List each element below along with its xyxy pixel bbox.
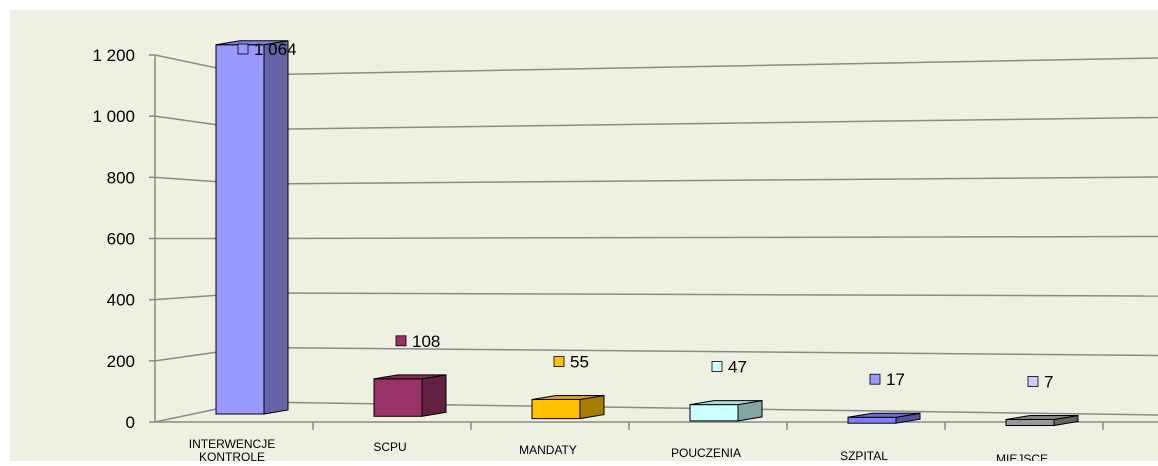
bar-top	[689, 400, 763, 406]
gridline	[249, 235, 1158, 240]
data-label: 7	[1044, 373, 1053, 392]
bars	[215, 40, 1079, 427]
data-labels: 1 064 108 55 47 17 7	[237, 40, 1053, 392]
bar	[373, 374, 447, 417]
bar-top	[1005, 415, 1079, 420]
bar-front	[531, 399, 581, 420]
bar	[215, 40, 289, 415]
bar-front	[1005, 419, 1055, 426]
bar-front	[689, 404, 739, 422]
data-label-marker	[237, 43, 249, 55]
plot-background	[10, 10, 1158, 461]
data-label: 47	[728, 358, 747, 377]
data-label-marker	[869, 373, 881, 385]
y-tick-label: 200	[107, 352, 135, 371]
x-category-label: MIEJSCE	[996, 452, 1048, 461]
gridline	[249, 346, 1158, 357]
y-axis: 0 200 400 600 800 1 000 1 200	[92, 46, 156, 432]
data-label-marker	[1027, 376, 1039, 387]
x-category-label: SCPU	[373, 440, 406, 454]
y-tick-label: 1 200	[92, 46, 135, 65]
y-tick-label: 800	[107, 168, 135, 187]
bar	[1005, 414, 1079, 427]
bar-side	[263, 40, 289, 415]
data-label: 108	[412, 332, 440, 351]
data-label: 1 064	[254, 40, 297, 59]
bar	[689, 400, 763, 422]
data-label: 17	[886, 370, 905, 389]
data-label-marker	[711, 361, 723, 372]
y-tick-label: 400	[107, 291, 135, 310]
bar	[847, 412, 921, 424]
x-category-label: POUCZENIA	[671, 446, 741, 460]
bar-top	[373, 374, 447, 380]
x-category-label: INTERWENCJE	[189, 437, 275, 451]
bar-top	[847, 412, 921, 418]
bar-front	[215, 44, 265, 415]
gridline	[249, 57, 1158, 76]
data-label: 55	[570, 353, 589, 372]
gridline	[249, 176, 1158, 185]
y-tick-label: 600	[107, 230, 135, 249]
bar-side	[421, 374, 447, 417]
bar-front	[847, 416, 897, 424]
bar-front	[373, 378, 423, 417]
gridline	[249, 292, 1158, 297]
x-category-label: KONTROLE	[199, 450, 265, 461]
y-tick-label: 0	[126, 413, 135, 432]
x-category-label: SZPITAL	[840, 449, 888, 461]
y-tick-label: 1 000	[92, 107, 135, 126]
data-label-marker	[553, 356, 565, 367]
data-label-marker	[395, 335, 407, 347]
bar	[531, 394, 605, 420]
x-category-label: MANDATY	[519, 443, 577, 457]
gridline	[249, 116, 1158, 131]
bar-top	[531, 395, 605, 401]
